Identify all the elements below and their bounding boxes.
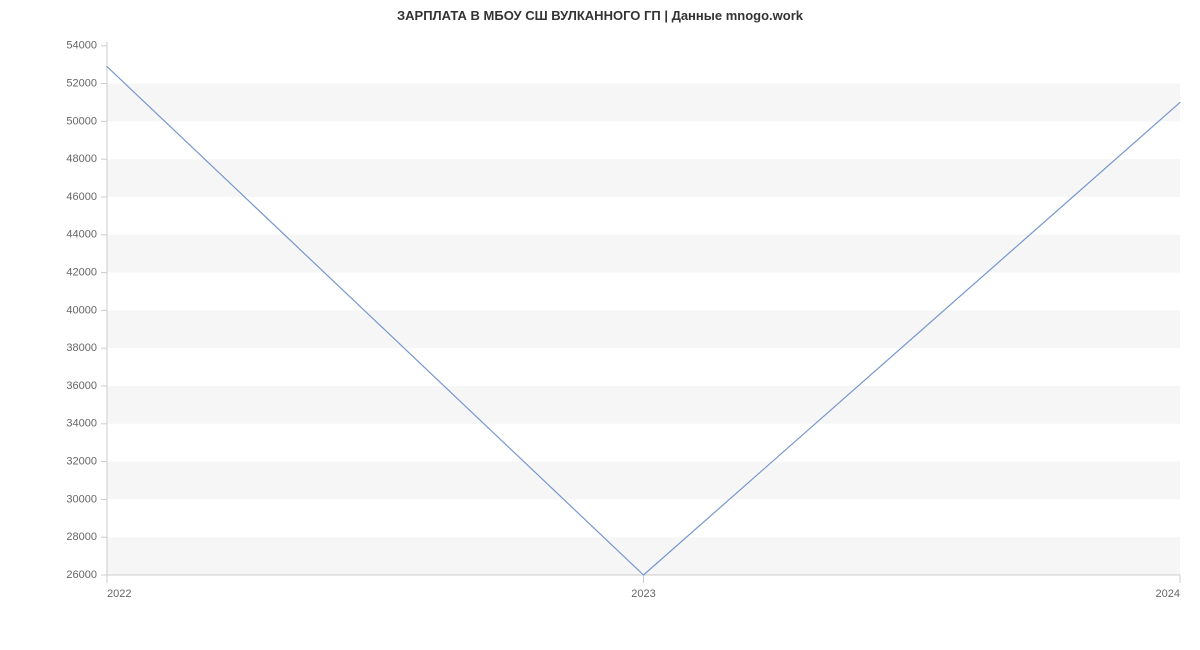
y-tick-label: 42000 [66,266,97,278]
y-tick-label: 48000 [66,153,97,165]
x-tick-label: 2024 [1156,588,1180,600]
y-tick-label: 50000 [66,115,97,127]
y-tick-label: 30000 [66,493,97,505]
y-tick-label: 46000 [66,191,97,203]
y-tick-label: 52000 [66,77,97,89]
y-tick-label: 32000 [66,456,97,468]
y-tick-label: 26000 [66,569,97,581]
x-tick-label: 2022 [107,588,131,600]
y-tick-label: 36000 [66,380,97,392]
y-tick-label: 28000 [66,531,97,543]
y-tick-label: 40000 [66,304,97,316]
x-tick-label: 2023 [631,588,655,600]
chart-svg: 26000 28000 30000 32000 34000 36000 38000 40000… [0,0,1200,650]
y-tick-label: 44000 [66,229,97,241]
y-tick-label: 54000 [66,40,97,52]
y-tick-label: 38000 [66,342,97,354]
y-tick-label: 34000 [66,418,97,430]
